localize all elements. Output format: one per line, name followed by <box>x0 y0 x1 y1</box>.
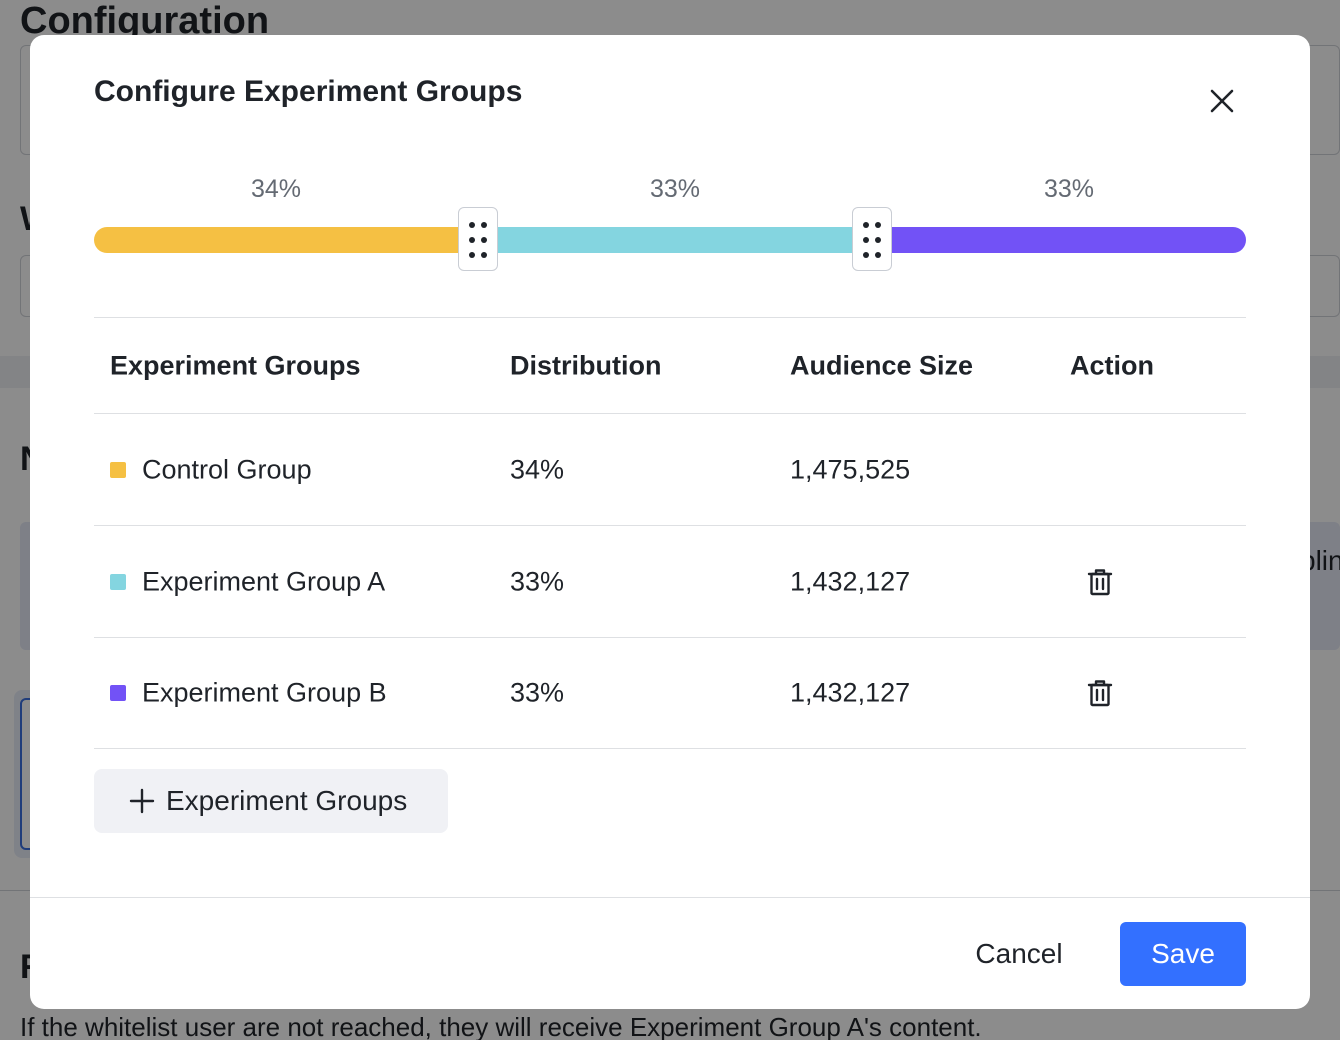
color-swatch <box>110 685 126 701</box>
group-distribution: 34% <box>510 454 565 484</box>
group-distribution: 33% <box>510 566 565 596</box>
grip-dot <box>481 237 487 243</box>
grip-dot <box>469 252 475 258</box>
grip-dot <box>481 252 487 258</box>
slider-handle-2[interactable] <box>852 207 892 271</box>
slider-label-control: 34% <box>250 175 302 203</box>
group-name: Experiment Group B <box>142 677 387 708</box>
trash-icon <box>1087 568 1113 595</box>
delete-group-a-button[interactable] <box>1084 566 1116 598</box>
delete-group-b-button[interactable] <box>1084 677 1116 709</box>
background-hint-text: If the whitelist user are not reached, t… <box>20 1012 982 1040</box>
group-distribution: 33% <box>510 677 565 708</box>
table-header-row: Experiment Groups Distribution Audience … <box>94 317 1246 413</box>
group-name: Experiment Group A <box>142 566 386 596</box>
grip-dot <box>875 222 881 228</box>
trash-icon <box>1087 680 1113 707</box>
table-row: Control Group 34% 1,475,525 <box>94 413 1246 525</box>
configure-groups-modal: Configure Experiment Groups 34% 33% 33% … <box>30 35 1310 1009</box>
color-swatch <box>110 573 126 590</box>
close-icon <box>1210 89 1234 113</box>
footer-divider <box>30 897 1310 898</box>
plus-icon <box>129 788 155 814</box>
group-name: Control Group <box>142 454 312 484</box>
grip-dot <box>875 237 881 243</box>
slider-label-group-b: 33% <box>1043 175 1095 203</box>
group-audience-size: 1,475,525 <box>790 454 911 484</box>
header-distribution: Distribution <box>510 350 662 380</box>
grip-dot <box>469 237 475 243</box>
group-audience-size: 1,432,127 <box>790 677 911 708</box>
header-action: Action <box>1070 350 1154 380</box>
grip-dot <box>469 222 475 228</box>
header-audience-size: Audience Size <box>790 350 974 380</box>
color-swatch <box>110 461 126 478</box>
table-row: Experiment Group A 33% 1,432,127 <box>94 525 1246 637</box>
modal-title: Configure Experiment Groups <box>94 75 523 108</box>
groups-table: Experiment Groups Distribution Audience … <box>94 317 1246 749</box>
grip-dot <box>481 222 487 228</box>
save-button[interactable]: Save <box>1120 922 1246 986</box>
slider-label-group-a: 33% <box>649 175 701 203</box>
slider-handle-1[interactable] <box>458 207 498 271</box>
slider-segment-control <box>94 227 464 253</box>
grip-dot <box>863 222 869 228</box>
grip-dot <box>875 252 881 258</box>
cancel-button[interactable]: Cancel <box>975 938 1063 969</box>
close-button[interactable] <box>1204 83 1240 119</box>
slider-segment-group-a <box>494 227 854 253</box>
table-row: Experiment Group B 33% 1,432,127 <box>94 637 1246 749</box>
add-button-label: Experiment Groups <box>166 785 408 816</box>
grip-dot <box>863 252 869 258</box>
grip-dot <box>863 237 869 243</box>
add-experiment-group-button[interactable]: Experiment Groups <box>94 769 448 833</box>
slider-segment-group-b <box>886 227 1246 253</box>
header-experiment-groups: Experiment Groups <box>110 350 361 380</box>
group-audience-size: 1,432,127 <box>790 566 911 596</box>
